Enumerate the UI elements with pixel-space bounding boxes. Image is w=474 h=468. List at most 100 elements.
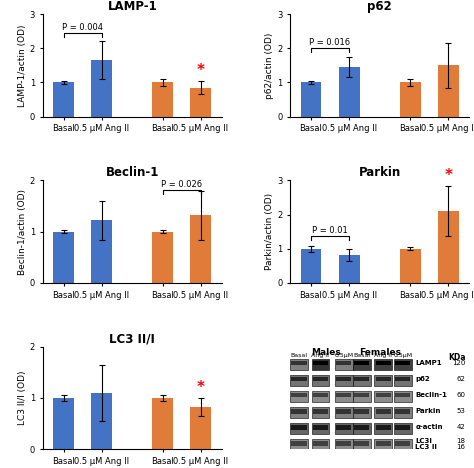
Text: *: * xyxy=(197,380,205,395)
Bar xyxy=(354,360,369,365)
Bar xyxy=(152,232,173,283)
Bar xyxy=(191,88,211,117)
Bar xyxy=(191,407,211,449)
Bar xyxy=(336,360,351,365)
Text: Females: Females xyxy=(359,348,401,357)
Bar xyxy=(292,377,307,381)
Bar xyxy=(335,407,353,418)
Y-axis label: LC3 II/I (OD): LC3 II/I (OD) xyxy=(18,371,27,425)
Bar xyxy=(374,359,392,370)
Bar xyxy=(53,398,74,449)
Bar xyxy=(290,424,308,434)
Bar xyxy=(311,375,329,386)
Text: 62: 62 xyxy=(457,376,465,382)
Title: p62: p62 xyxy=(367,0,392,13)
Bar xyxy=(191,215,211,283)
Bar xyxy=(313,441,328,446)
Bar xyxy=(354,409,369,414)
Bar xyxy=(336,393,351,397)
Text: P = 0.01: P = 0.01 xyxy=(312,226,348,235)
Text: Basal: Basal xyxy=(291,353,308,358)
Bar xyxy=(335,424,353,434)
Bar xyxy=(53,82,74,117)
Bar xyxy=(313,409,328,414)
Bar xyxy=(335,391,353,402)
Bar xyxy=(292,360,307,365)
Text: p62: p62 xyxy=(416,376,430,382)
Bar xyxy=(152,398,173,449)
Bar xyxy=(353,424,371,434)
Bar xyxy=(311,359,329,370)
Bar xyxy=(338,67,360,117)
Bar xyxy=(311,407,329,418)
Bar xyxy=(438,211,459,283)
Text: 0.5μM: 0.5μM xyxy=(334,353,353,358)
Bar xyxy=(376,441,391,446)
Bar xyxy=(353,407,371,418)
Text: 18: 18 xyxy=(456,438,465,444)
Text: LC3 II: LC3 II xyxy=(416,444,438,450)
Bar xyxy=(311,391,329,402)
Bar xyxy=(313,393,328,397)
Bar xyxy=(313,425,328,430)
Bar xyxy=(376,393,391,397)
Bar xyxy=(292,425,307,430)
Bar xyxy=(394,375,412,386)
Bar xyxy=(152,82,173,117)
Bar xyxy=(394,359,412,370)
Bar xyxy=(374,391,392,402)
Bar xyxy=(313,377,328,381)
Bar xyxy=(395,441,410,446)
Title: Parkin: Parkin xyxy=(358,166,401,179)
Bar xyxy=(336,425,351,430)
Bar xyxy=(374,407,392,418)
Bar xyxy=(292,409,307,414)
Bar xyxy=(353,439,371,450)
Text: 42: 42 xyxy=(457,424,465,431)
Y-axis label: LAMP-1/actin (OD): LAMP-1/actin (OD) xyxy=(18,24,27,107)
Bar xyxy=(353,375,371,386)
Bar xyxy=(376,425,391,430)
Bar xyxy=(311,424,329,434)
Y-axis label: Parkin/actin (OD): Parkin/actin (OD) xyxy=(265,193,274,270)
Bar xyxy=(301,249,321,283)
Bar xyxy=(376,409,391,414)
Bar xyxy=(376,360,391,365)
Bar xyxy=(53,232,74,283)
Y-axis label: Beclin-1/actin (OD): Beclin-1/actin (OD) xyxy=(18,189,27,275)
Text: 60: 60 xyxy=(456,392,465,398)
Bar xyxy=(338,255,360,283)
Bar xyxy=(395,393,410,397)
Bar xyxy=(354,425,369,430)
Text: 0.5μM: 0.5μM xyxy=(393,353,412,358)
Bar xyxy=(290,439,308,450)
Text: Beclin-1: Beclin-1 xyxy=(416,392,447,398)
Bar xyxy=(336,377,351,381)
Bar xyxy=(354,441,369,446)
Bar xyxy=(292,441,307,446)
Bar xyxy=(374,375,392,386)
Bar xyxy=(395,425,410,430)
Text: P = 0.016: P = 0.016 xyxy=(310,38,351,47)
Bar xyxy=(354,377,369,381)
Bar xyxy=(301,82,321,117)
Bar xyxy=(438,66,459,117)
Bar xyxy=(311,439,329,450)
Text: P = 0.026: P = 0.026 xyxy=(161,180,202,189)
Text: KDa: KDa xyxy=(448,353,465,362)
Text: Males: Males xyxy=(311,348,341,357)
Bar xyxy=(376,377,391,381)
Title: LC3 II/I: LC3 II/I xyxy=(109,332,155,345)
Text: Parkin: Parkin xyxy=(416,408,441,414)
Bar xyxy=(290,391,308,402)
Text: P = 0.004: P = 0.004 xyxy=(62,23,103,32)
Bar xyxy=(394,439,412,450)
Bar xyxy=(395,409,410,414)
Bar xyxy=(394,407,412,418)
Bar xyxy=(290,375,308,386)
Text: α-actin: α-actin xyxy=(416,424,443,431)
Text: 120: 120 xyxy=(452,360,465,366)
Text: LAMP1: LAMP1 xyxy=(416,360,442,366)
Bar xyxy=(394,424,412,434)
Text: 53: 53 xyxy=(457,408,465,414)
